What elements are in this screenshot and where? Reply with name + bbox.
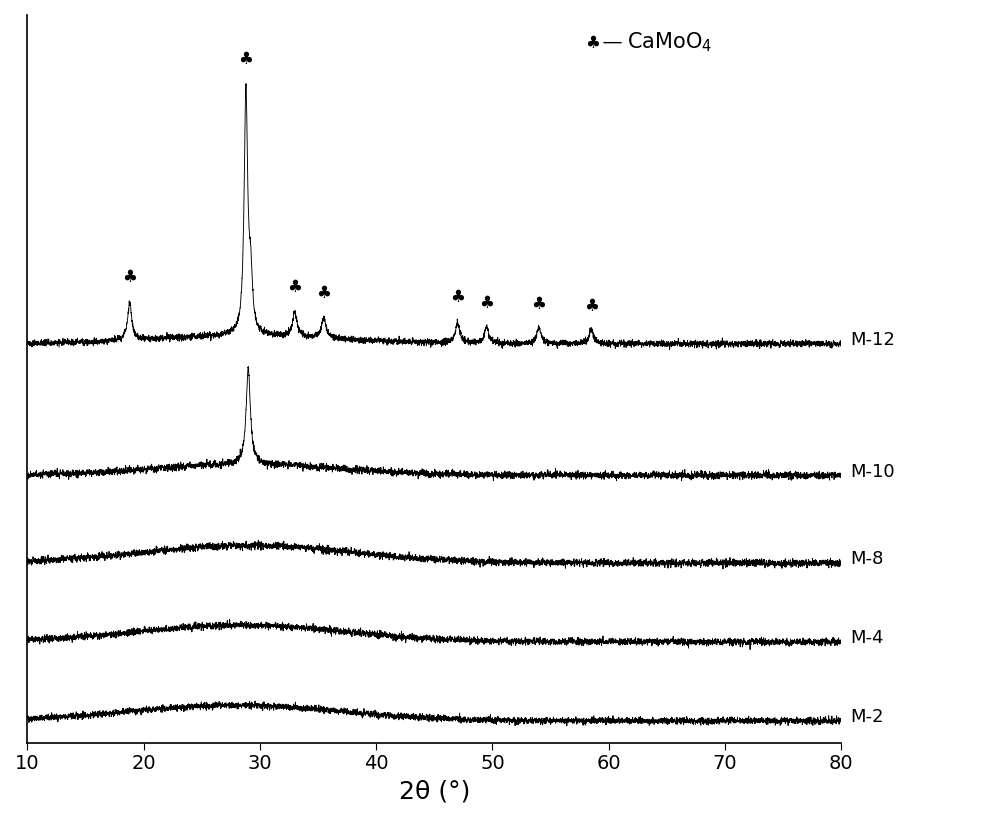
Text: $\mathregular{CaMoO_4}$: $\mathregular{CaMoO_4}$: [627, 31, 712, 55]
Text: M-12: M-12: [851, 331, 895, 349]
Text: ♣: ♣: [122, 268, 137, 286]
Text: M-10: M-10: [851, 463, 895, 481]
Text: ♣: ♣: [584, 297, 599, 315]
Text: ♣: ♣: [586, 34, 600, 52]
Text: M-4: M-4: [851, 629, 884, 647]
Text: M-2: M-2: [851, 708, 884, 726]
Text: ♣: ♣: [479, 294, 494, 312]
Text: ♣: ♣: [532, 295, 546, 313]
Text: ♣: ♣: [287, 278, 302, 296]
Text: ♣: ♣: [316, 284, 331, 302]
Text: M-8: M-8: [851, 551, 884, 569]
X-axis label: 2θ (°): 2θ (°): [399, 779, 470, 803]
Text: ♣: ♣: [450, 288, 465, 306]
Text: ♣: ♣: [238, 50, 253, 68]
